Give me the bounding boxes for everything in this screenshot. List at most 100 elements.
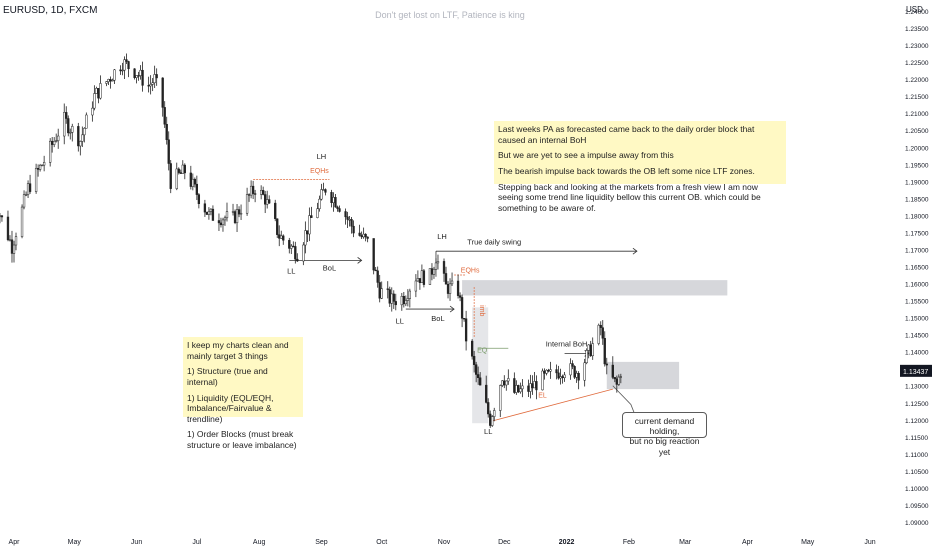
candle-body xyxy=(42,162,46,166)
candle-body xyxy=(378,282,381,299)
candle-body xyxy=(209,208,213,212)
candle-body xyxy=(294,246,297,260)
candle-body xyxy=(264,194,267,205)
candle-body xyxy=(121,69,124,72)
candle-body xyxy=(133,68,136,78)
candle-body xyxy=(611,364,614,378)
candle-body xyxy=(123,59,126,71)
note-right-line: Stepping back and looking at the markets… xyxy=(498,181,761,213)
candle-body xyxy=(575,373,578,378)
candle-body xyxy=(219,222,223,226)
candle-body xyxy=(587,344,590,351)
candle-body xyxy=(613,377,616,380)
last-price-label: 1.13437 xyxy=(903,369,928,376)
y-tick-label: 1.09500 xyxy=(905,503,929,510)
currency-label: USD xyxy=(906,5,923,14)
candle-body xyxy=(366,236,369,239)
candle-body xyxy=(260,190,263,195)
candle-body xyxy=(302,244,305,262)
demand-callout: current demand holding, but no big react… xyxy=(622,412,707,457)
candle-body xyxy=(203,203,207,213)
y-tick-label: 1.11000 xyxy=(905,452,928,459)
candle-body xyxy=(316,208,319,218)
y-tick-label: 1.23500 xyxy=(905,26,929,33)
y-tick-label: 1.19000 xyxy=(905,179,929,186)
candle-body xyxy=(619,376,622,378)
candle-body xyxy=(577,373,580,381)
candle-body xyxy=(475,364,478,375)
candle-body xyxy=(40,164,44,167)
y-tick-label: 1.10500 xyxy=(905,469,929,476)
bol-arrow xyxy=(357,257,363,264)
candle-body xyxy=(163,107,166,125)
y-tick-label: 1.10000 xyxy=(905,486,929,493)
candle-body xyxy=(442,261,446,274)
y-tick-label: 1.09000 xyxy=(905,520,929,527)
candle-body xyxy=(515,385,518,393)
candle-body xyxy=(485,384,488,403)
y-tick-label: 1.13000 xyxy=(905,384,929,391)
candle-body xyxy=(372,238,375,271)
structure-label: EQHs xyxy=(461,268,480,275)
candle-body xyxy=(207,211,211,215)
candle-body xyxy=(49,140,52,163)
y-tick-label: 1.20000 xyxy=(905,145,929,152)
price-axis[interactable]: 1.09000 1.09500 1.10000 1.10500 1.11000 1.115… xyxy=(900,9,932,527)
candle-body xyxy=(24,194,28,196)
candle-body xyxy=(67,118,70,134)
candle-body xyxy=(282,235,285,241)
candle-body xyxy=(51,140,54,145)
candle-body xyxy=(109,79,112,82)
symbol-title: EURUSD, 1D, FXCM xyxy=(3,5,98,16)
order-block-zone-upper xyxy=(462,280,728,296)
candle-body xyxy=(20,206,24,237)
note-left-line: 1) Liquidity (EQL/EQH, Imbalance/Fairval… xyxy=(187,392,274,424)
candle-body xyxy=(380,288,383,299)
candle-body xyxy=(334,197,337,208)
x-tick-label: May xyxy=(68,539,82,546)
candle-body xyxy=(308,215,311,235)
order-block-zone-lower xyxy=(606,361,680,390)
candle-body xyxy=(428,268,432,285)
candle-body xyxy=(262,190,265,195)
candle-body xyxy=(573,366,576,378)
candle-body xyxy=(195,183,199,195)
candle-body xyxy=(477,374,480,378)
candle-body xyxy=(179,172,182,174)
candle-body xyxy=(266,199,269,205)
candle-body xyxy=(535,381,538,391)
candle-body xyxy=(541,370,544,391)
candle-body xyxy=(217,220,221,224)
candle-body xyxy=(306,230,309,235)
candle-body xyxy=(6,216,10,241)
candle-body xyxy=(0,215,2,217)
y-tick-label: 1.14500 xyxy=(905,333,929,340)
x-tick-label: Jun xyxy=(131,539,142,546)
candle-body xyxy=(362,233,365,238)
candle-body xyxy=(545,369,548,374)
y-tick-label: 1.12500 xyxy=(905,401,929,408)
candle-body xyxy=(139,69,142,76)
candle-body xyxy=(28,183,32,192)
candle-body xyxy=(456,280,460,296)
x-tick-label: Feb xyxy=(623,539,635,546)
time-axis[interactable]: Apr May Jun Jul Aug Sep Oct Nov Dec 2022 Feb Mar Apr… xyxy=(9,539,876,546)
candle-body xyxy=(489,413,492,426)
candle-body xyxy=(505,380,508,386)
last-price-tag xyxy=(900,364,932,377)
true-swing-arrow xyxy=(632,247,638,255)
candle-body xyxy=(336,206,339,209)
candle-body xyxy=(57,135,60,141)
x-tick-label: Sep xyxy=(315,539,328,546)
candle-body xyxy=(599,324,602,328)
candle-body xyxy=(63,112,66,137)
candle-body xyxy=(177,168,180,173)
candle-body xyxy=(503,380,506,386)
candle-body xyxy=(583,362,586,381)
x-tick-label: Jul xyxy=(192,539,201,546)
candle-body xyxy=(211,208,215,221)
y-tick-label: 1.17500 xyxy=(905,230,929,237)
candle-body xyxy=(392,293,395,302)
candle-body xyxy=(420,270,424,283)
